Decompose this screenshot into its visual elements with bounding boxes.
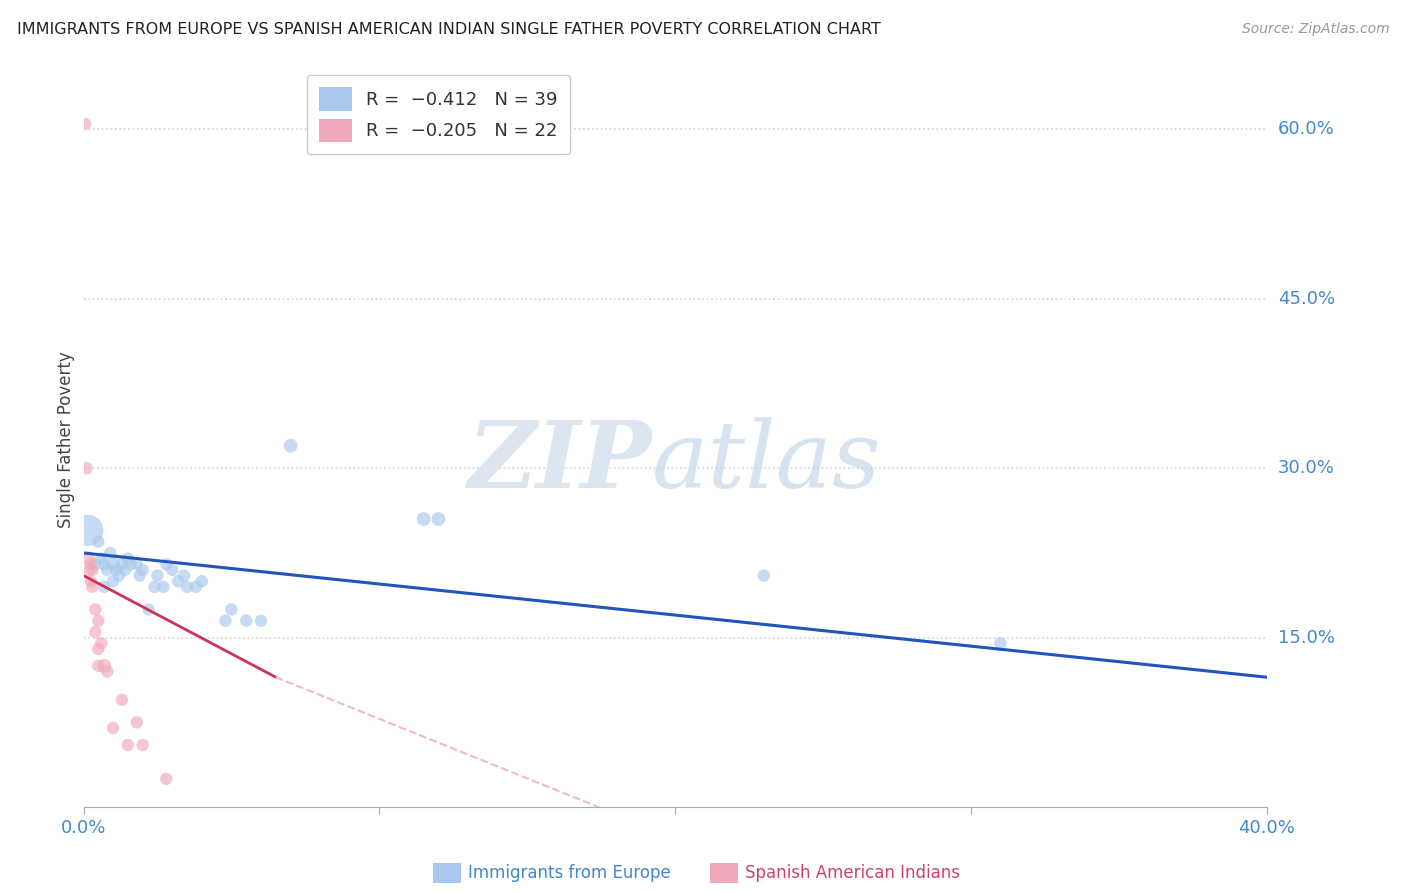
Point (143, 580, 166, 594)
Point (131, 738, 153, 752)
Point (87, 614, 110, 628)
Text: 15.0%: 15.0% (1278, 629, 1334, 647)
Point (138, 602, 160, 616)
Text: IMMIGRANTS FROM EUROPE VS SPANISH AMERICAN INDIAN SINGLE FATHER POVERTY CORRELAT: IMMIGRANTS FROM EUROPE VS SPANISH AMERIC… (17, 22, 880, 37)
Text: ZIP: ZIP (467, 417, 651, 507)
Point (250, 614, 273, 628)
Point (114, 563, 136, 577)
Point (173, 568, 195, 582)
Point (98, 546, 121, 560)
Point (79, 563, 101, 577)
Point (77, 551, 100, 566)
Point (988, 636, 1011, 650)
Point (76, 461, 98, 475)
Point (128, 568, 150, 582)
Point (82, 580, 104, 594)
Point (752, 568, 775, 582)
Point (84, 602, 107, 616)
Point (84, 558, 107, 572)
Legend: R =  −0.412   N = 39, R =  −0.205   N = 22: R = −0.412 N = 39, R = −0.205 N = 22 (307, 75, 571, 154)
Point (214, 614, 236, 628)
Point (152, 580, 174, 594)
Point (80, 558, 103, 572)
Point (111, 558, 134, 572)
Point (90, 636, 112, 650)
Point (101, 574, 124, 589)
Point (191, 574, 214, 589)
Point (101, 721, 124, 735)
Point (84, 625, 107, 640)
Point (108, 568, 131, 582)
Point (125, 715, 148, 730)
Point (131, 563, 153, 577)
Point (167, 574, 190, 589)
Point (221, 602, 243, 616)
Point (82, 563, 104, 577)
Text: Spanish American Indians: Spanish American Indians (745, 864, 960, 882)
Point (162, 563, 184, 577)
Point (280, 439, 302, 453)
Text: 45.0%: 45.0% (1278, 290, 1334, 308)
Point (155, 772, 177, 786)
Point (117, 738, 139, 752)
Point (73, 117, 96, 131)
Text: 60.0%: 60.0% (1278, 120, 1334, 138)
Point (117, 551, 139, 566)
Text: Source: ZipAtlas.com: Source: ZipAtlas.com (1241, 22, 1389, 37)
Point (96, 563, 118, 577)
Point (101, 558, 124, 572)
Point (87, 642, 110, 657)
Point (427, 512, 450, 526)
Point (111, 692, 134, 706)
Text: 30.0%: 30.0% (1278, 459, 1334, 477)
Text: Immigrants from Europe: Immigrants from Europe (468, 864, 671, 882)
Point (96, 665, 118, 679)
Point (146, 568, 169, 582)
Point (77, 524, 100, 538)
Text: atlas: atlas (651, 417, 880, 507)
Point (412, 512, 434, 526)
Point (155, 558, 177, 572)
Point (120, 558, 142, 572)
Point (93, 558, 115, 572)
Point (176, 580, 198, 594)
Point (93, 659, 115, 673)
Point (235, 614, 257, 628)
Point (105, 563, 128, 577)
Point (87, 534, 110, 549)
Y-axis label: Single Father Poverty: Single Father Poverty (58, 351, 75, 528)
Point (125, 558, 148, 572)
Point (184, 580, 207, 594)
Point (80, 574, 103, 589)
Point (93, 580, 115, 594)
Point (90, 551, 112, 566)
Point (87, 659, 110, 673)
